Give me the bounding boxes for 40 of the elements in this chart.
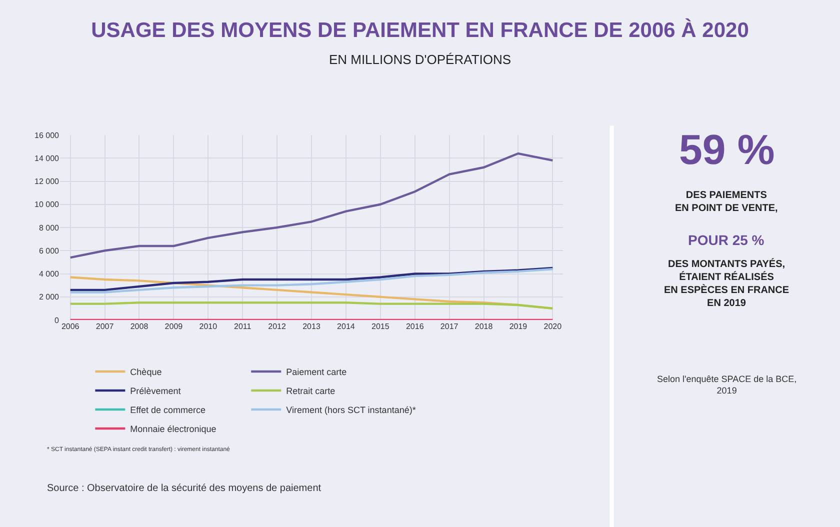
chart-title: USAGE DES MOYENS DE PAIEMENT EN FRANCE DE 2006 À 2020 — [91, 18, 749, 42]
chart-subtitle: EN MILLIONS D'OPÉRATIONS — [328, 52, 512, 68]
y-tick-label: 6 000 — [38, 246, 60, 256]
x-tick-label: 2019 — [509, 322, 528, 331]
y-tick-label: 16 000 — [34, 130, 60, 140]
y-tick-label: 2 000 — [38, 292, 60, 302]
y-tick-label: 14 000 — [34, 154, 60, 163]
y-tick-label: 0 — [54, 316, 60, 325]
x-tick-label: 2010 — [199, 322, 218, 331]
x-tick-label: 2012 — [268, 322, 286, 331]
x-tick-label: 2008 — [130, 322, 149, 331]
text: POUR 25 % — [688, 232, 765, 248]
x-tick-label: 2009 — [164, 322, 184, 331]
y-tick-label: 4 000 — [38, 270, 60, 279]
x-tick-label: 2020 — [544, 322, 562, 331]
x-tick-label: 2006 — [61, 322, 80, 331]
text: DES PAIEMENTS EN POINT DE VENTE, — [675, 190, 778, 214]
legend-label: Monnaie électronique — [130, 424, 216, 434]
x-tick-label: 2016 — [406, 322, 424, 331]
legend-label: Virement (hors SCT instantané)* — [286, 405, 416, 416]
text: 59 % — [679, 126, 775, 173]
y-tick-label: 10 000 — [34, 200, 60, 210]
x-tick-label: 2011 — [234, 322, 252, 331]
text: Selon l'enquête SPACE de la BCE, 2019 — [657, 374, 797, 396]
text: DES MONTANTS PAYÉS, ÉTAIENT RÉALISÉS EN ESPÈCES EN FRANCE EN 2019 — [664, 258, 790, 309]
legend-label: Effet de commerce — [130, 405, 206, 416]
y-tick-label: 12 000 — [34, 177, 60, 186]
x-tick-label: 2013 — [302, 322, 321, 331]
legend-label: Prélèvement — [130, 386, 182, 396]
x-tick-label: 2015 — [372, 322, 390, 331]
legend-label: Chèque — [130, 367, 162, 378]
x-tick-label: 2014 — [337, 322, 356, 331]
x-tick-label: 2017 — [440, 322, 459, 331]
legend-label: Retrait carte — [286, 386, 336, 396]
x-tick-label: 2007 — [96, 322, 114, 331]
y-tick-label: 8 000 — [38, 223, 60, 232]
x-tick-label: 2018 — [474, 322, 494, 331]
line-series — [69, 152, 554, 259]
legend-label: Paiement carte — [286, 367, 347, 378]
source-note: Source : Observatoire de la sécurité des moyens de paiement — [47, 483, 322, 494]
